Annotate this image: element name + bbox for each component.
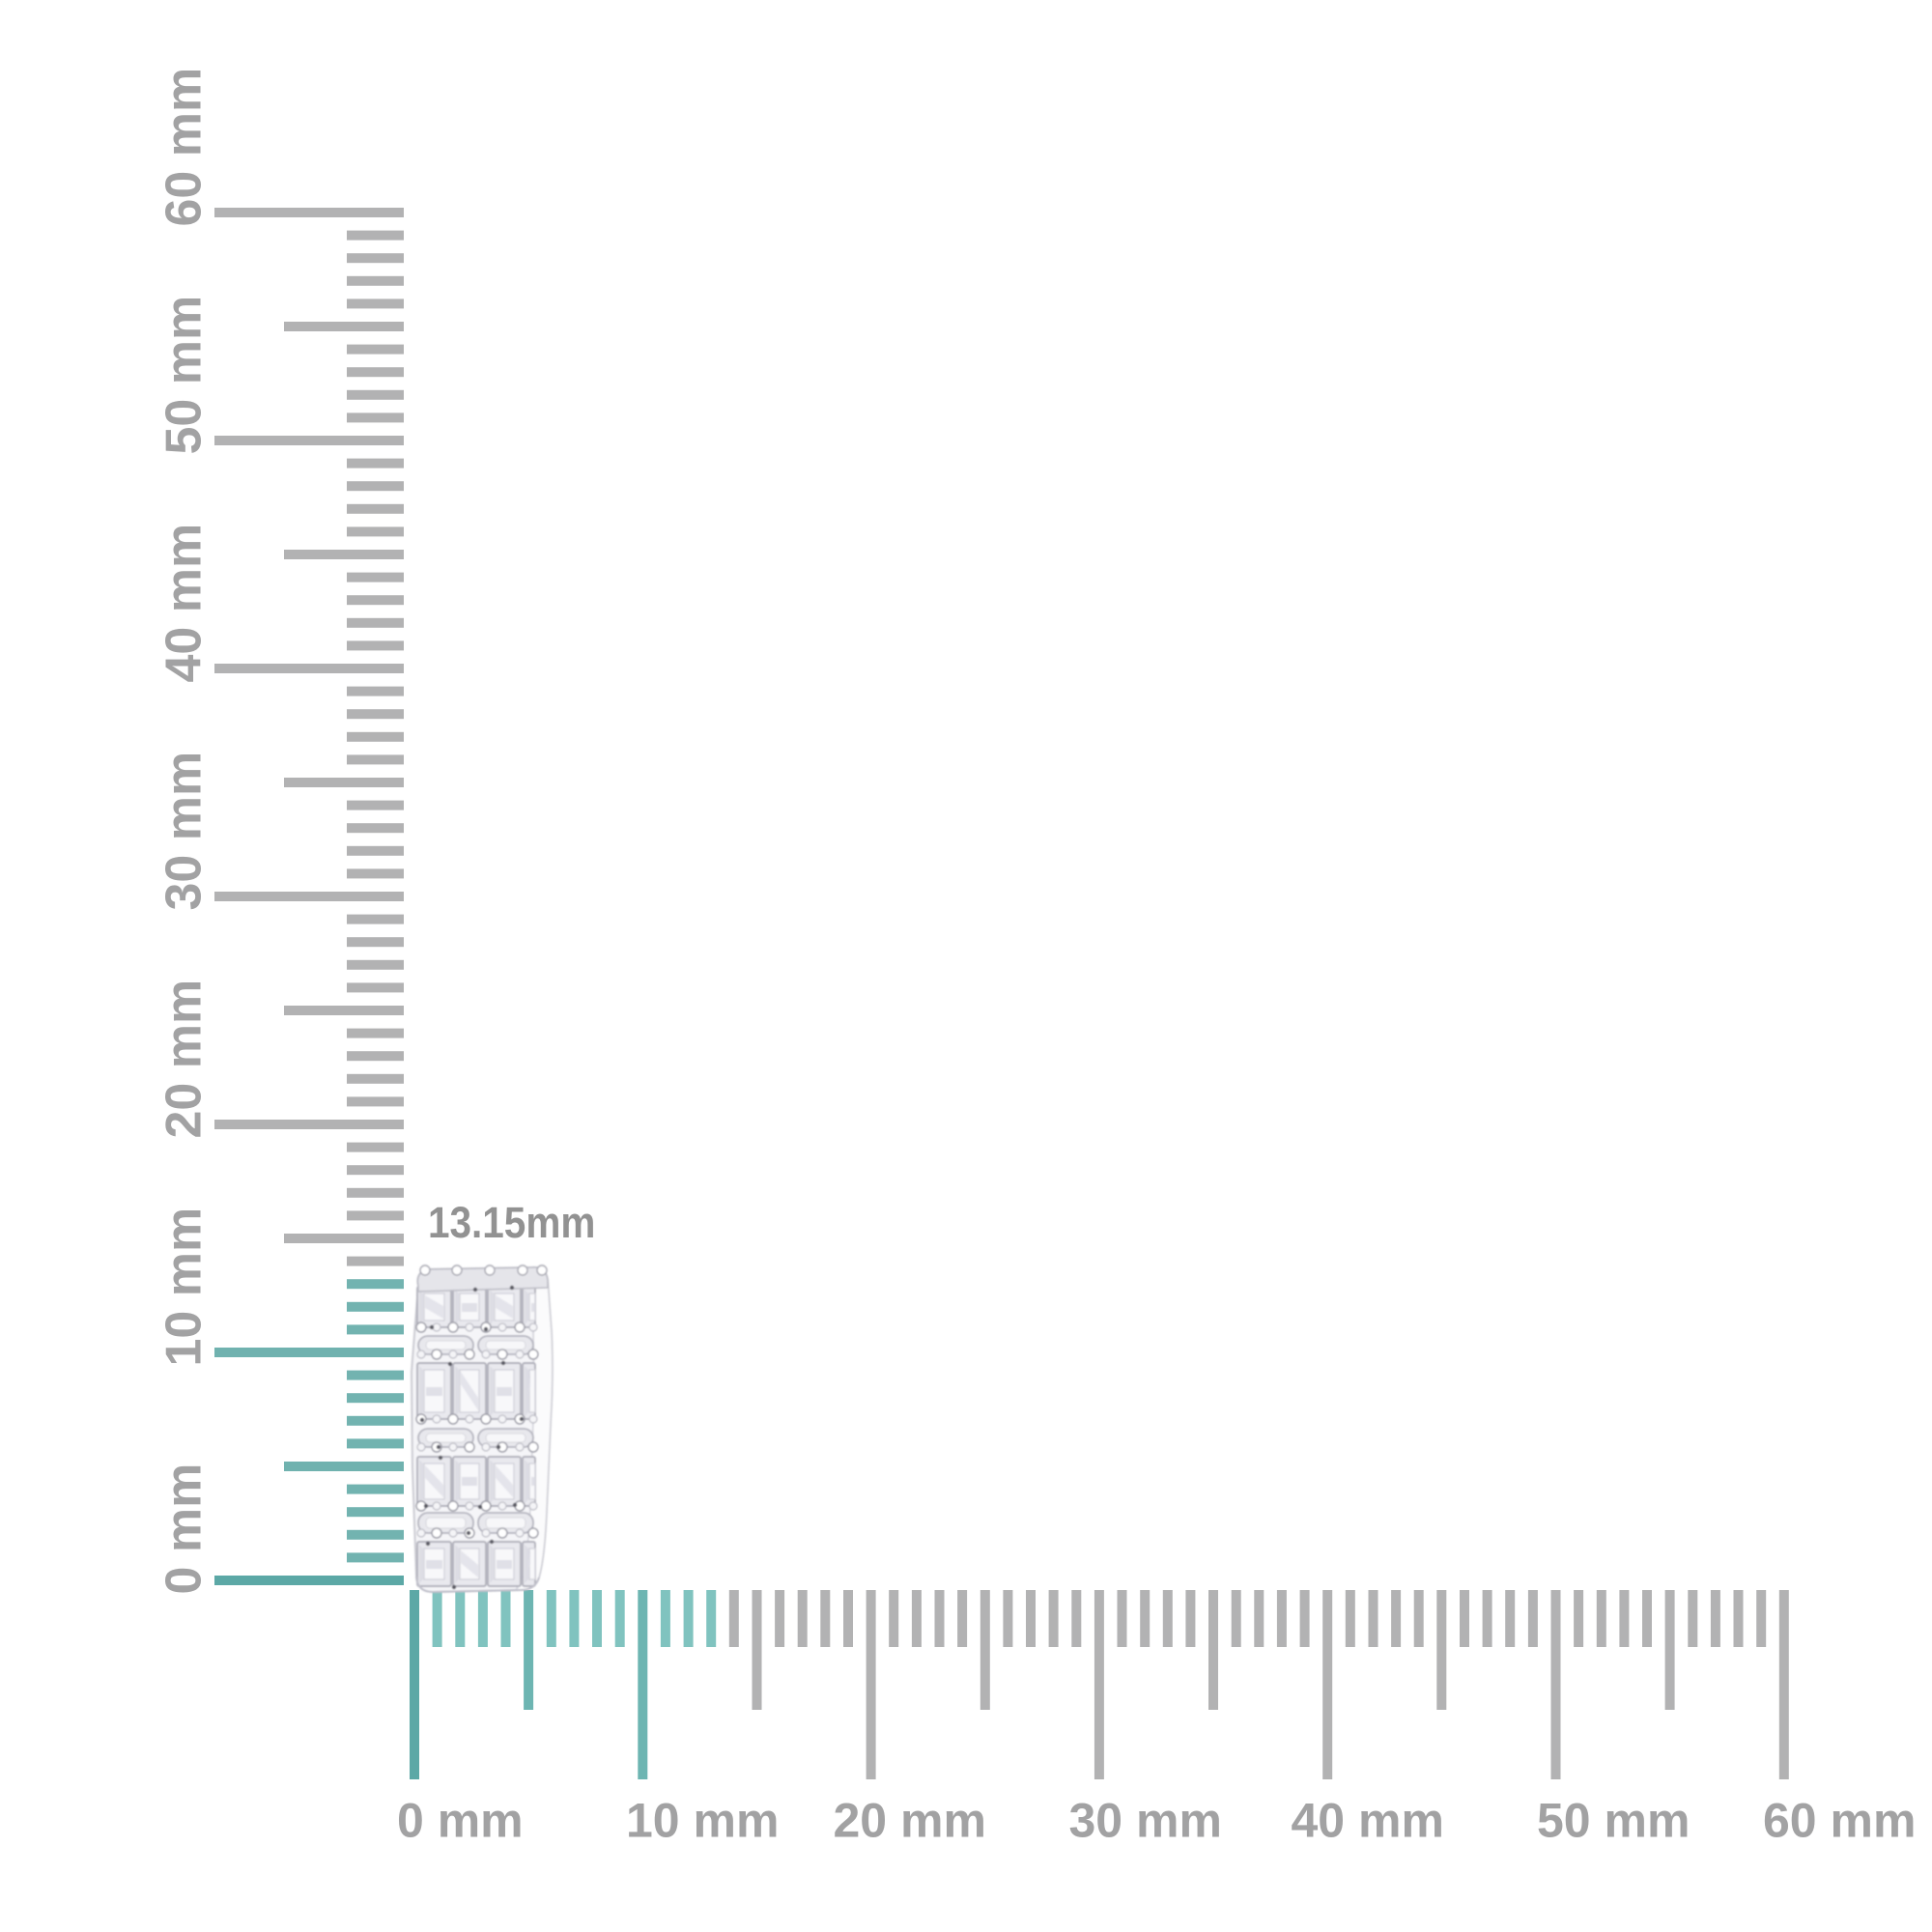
svg-text:20 mm: 20 mm <box>156 980 213 1139</box>
svg-text:10 mm: 10 mm <box>156 1208 213 1367</box>
svg-text:10 mm: 10 mm <box>626 1794 779 1848</box>
svg-text:60 mm: 60 mm <box>1763 1794 1916 1848</box>
svg-text:40 mm: 40 mm <box>156 524 213 683</box>
svg-text:13.15mm: 13.15mm <box>428 1199 595 1247</box>
svg-text:40 mm: 40 mm <box>1292 1794 1444 1848</box>
svg-text:50 mm: 50 mm <box>1537 1794 1690 1848</box>
svg-text:30 mm: 30 mm <box>156 752 213 911</box>
svg-text:0 mm: 0 mm <box>397 1794 524 1848</box>
svg-text:60 mm: 60 mm <box>156 68 213 227</box>
svg-text:50 mm: 50 mm <box>156 296 213 455</box>
svg-text:20 mm: 20 mm <box>834 1794 986 1848</box>
svg-text:30 mm: 30 mm <box>1069 1794 1222 1848</box>
svg-text:0 mm: 0 mm <box>156 1463 213 1595</box>
